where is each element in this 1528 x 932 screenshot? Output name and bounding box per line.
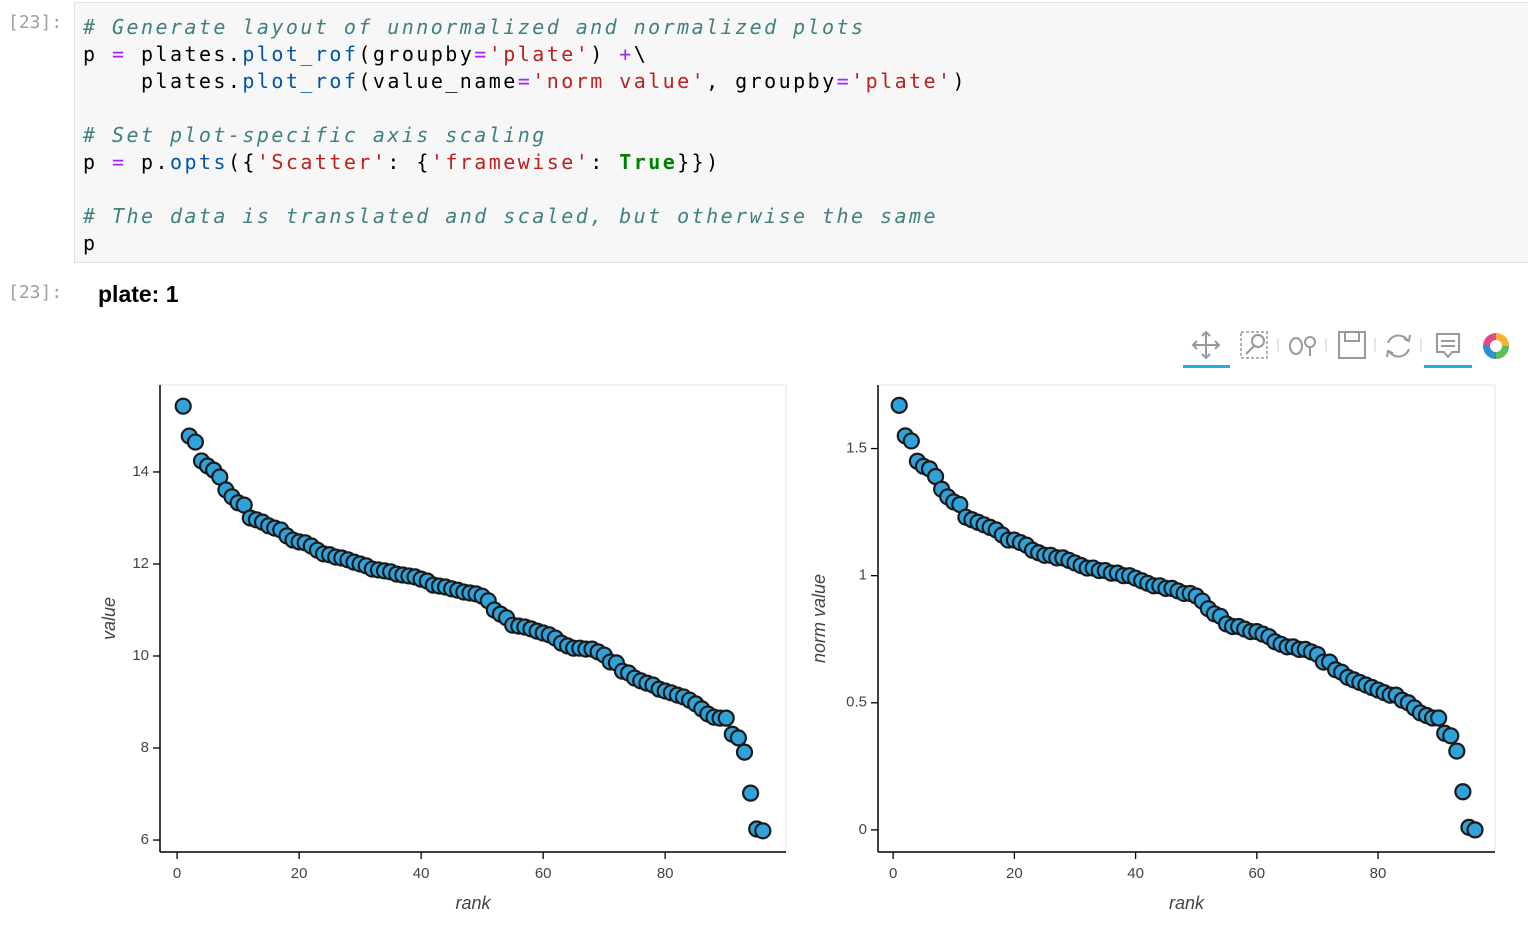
code-line: p bbox=[83, 231, 98, 255]
x-tick-label: 60 bbox=[1248, 865, 1265, 882]
y-tick-label: 6 bbox=[141, 831, 149, 848]
y-tick-label: 14 bbox=[132, 463, 149, 480]
point bbox=[1454, 783, 1472, 801]
point bbox=[186, 433, 204, 451]
code-line: p = p.opts({'Scatter': {'framewise': Tru… bbox=[83, 150, 721, 174]
plot-frame bbox=[159, 384, 787, 853]
y-tick-label: 12 bbox=[132, 555, 149, 572]
point bbox=[717, 709, 735, 727]
point bbox=[1466, 821, 1484, 839]
y-tick-label: 8 bbox=[141, 739, 149, 756]
x-tick-label: 20 bbox=[1006, 865, 1023, 882]
point bbox=[890, 396, 908, 414]
point bbox=[742, 784, 760, 802]
wheel-zoom-tool[interactable] bbox=[1289, 336, 1316, 356]
reset-tool[interactable] bbox=[1386, 334, 1411, 358]
y-tick-label: 0 bbox=[859, 821, 867, 838]
x-tick-label: 80 bbox=[1370, 865, 1387, 882]
x-tick-label: 60 bbox=[535, 865, 552, 882]
point bbox=[1448, 742, 1466, 760]
y-tick-label: 1.5 bbox=[846, 440, 867, 457]
code-block: # Set plot-specific axis scaling p = p.op… bbox=[83, 122, 1521, 176]
y-axis-label: value bbox=[99, 597, 119, 640]
hover-tool[interactable] bbox=[1424, 333, 1472, 368]
code-line: # Set plot-specific axis scaling bbox=[83, 123, 547, 147]
plot-frame bbox=[877, 384, 1496, 853]
point bbox=[1442, 727, 1460, 745]
code-block: # Generate layout of unnormalized and no… bbox=[83, 14, 1521, 95]
save-tool[interactable] bbox=[1338, 331, 1366, 359]
y-tick-label: 10 bbox=[132, 647, 149, 664]
bokeh-logo[interactable] bbox=[1483, 333, 1509, 359]
y-tick-label: 1 bbox=[859, 567, 867, 584]
code-block: # The data is translated and scaled, but… bbox=[83, 203, 1521, 257]
code-line: # The data is translated and scaled, but… bbox=[83, 204, 938, 228]
x-tick-label: 20 bbox=[291, 865, 308, 882]
x-tick-label: 40 bbox=[1127, 865, 1144, 882]
x-axis-label: rank bbox=[1169, 893, 1205, 913]
x-tick-label: 40 bbox=[413, 865, 430, 882]
point bbox=[1430, 709, 1448, 727]
toolbar bbox=[1183, 330, 1509, 368]
output-title: plate: 1 bbox=[98, 281, 179, 307]
point bbox=[902, 432, 920, 450]
output-prompt: [23]: bbox=[8, 282, 63, 303]
x-tick-label: 80 bbox=[657, 865, 674, 882]
y-axis-label: norm value bbox=[809, 574, 829, 663]
point bbox=[735, 743, 754, 761]
box-zoom-tool[interactable] bbox=[1240, 331, 1268, 359]
code-line: p = plates.plot_rof(groupby='plate') +\ bbox=[83, 42, 649, 66]
code-line: # Generate layout of unnormalized and no… bbox=[83, 15, 866, 39]
code-cell[interactable]: # Generate layout of unnormalized and no… bbox=[74, 2, 1528, 263]
input-prompt: [23]: bbox=[8, 12, 63, 33]
point bbox=[754, 822, 772, 840]
y-tick-label: 0.5 bbox=[846, 694, 867, 711]
pan-tool[interactable] bbox=[1183, 330, 1230, 368]
x-tick-label: 0 bbox=[173, 865, 181, 882]
point bbox=[174, 397, 192, 415]
point bbox=[729, 729, 748, 747]
x-axis-label: rank bbox=[455, 893, 491, 913]
code-line: plates.plot_rof(value_name='norm value',… bbox=[83, 69, 968, 93]
x-tick-label: 0 bbox=[889, 865, 897, 882]
